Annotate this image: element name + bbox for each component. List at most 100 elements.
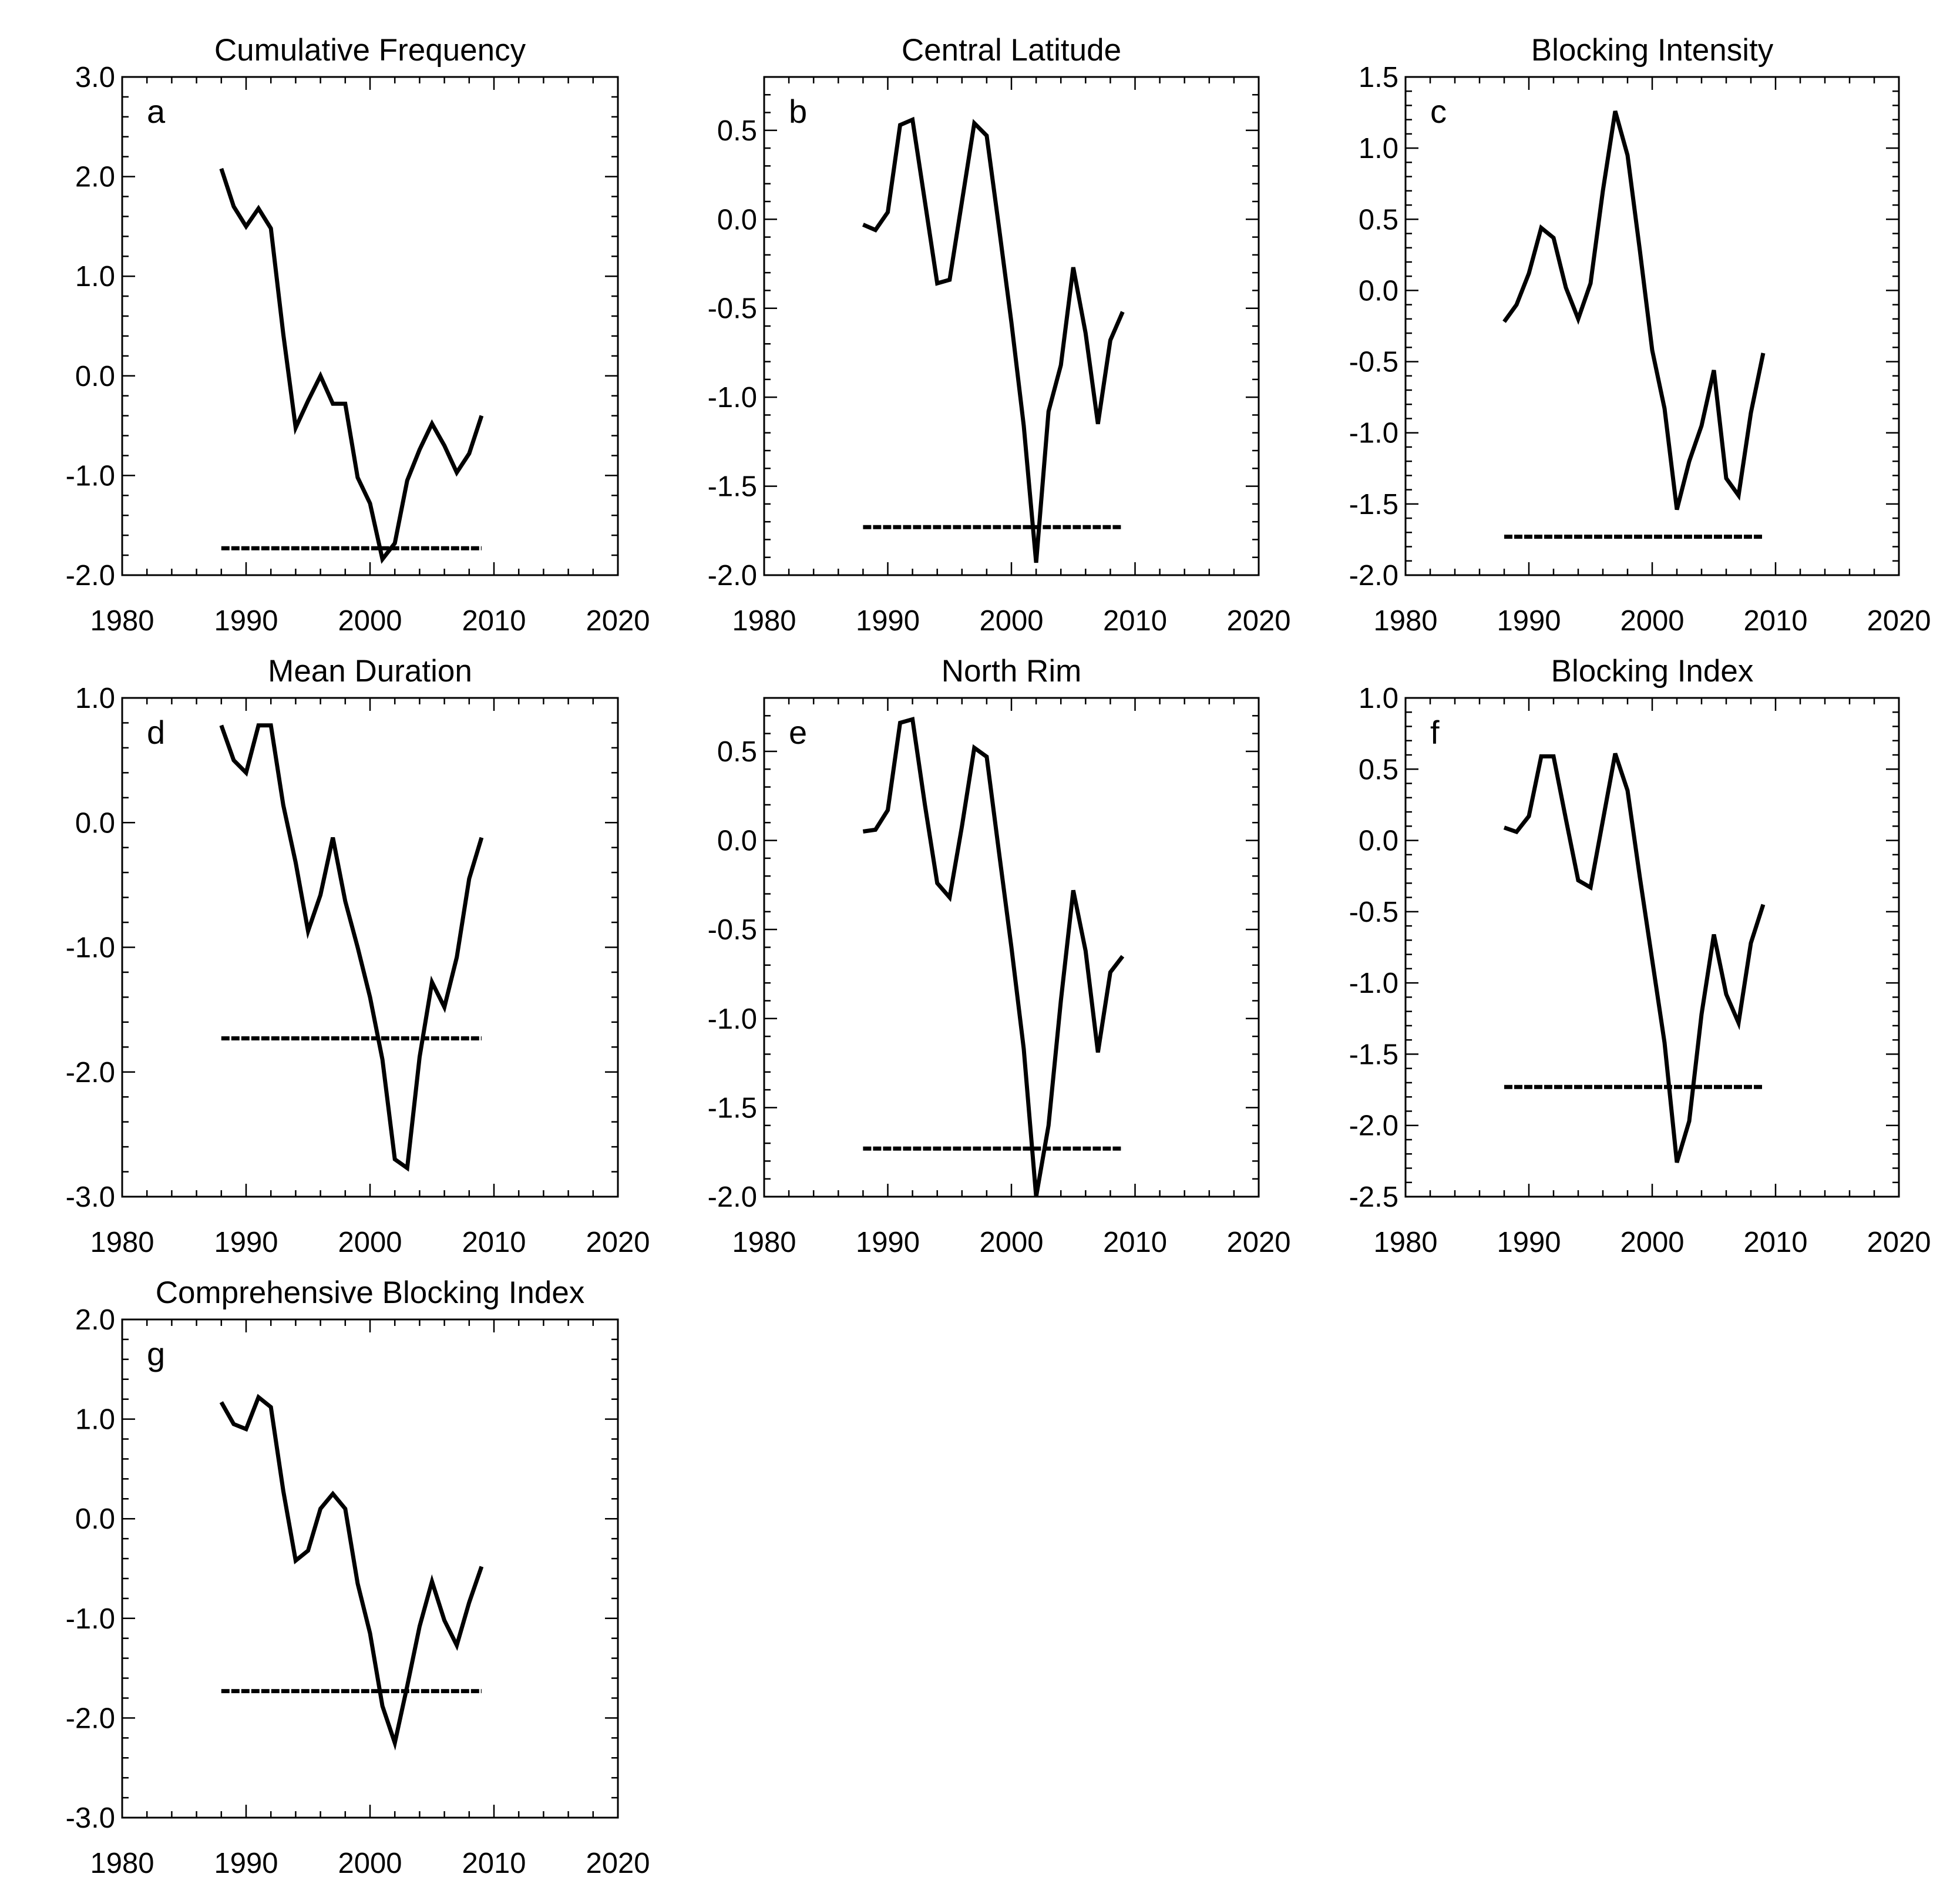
- panel-letter: b: [789, 93, 807, 130]
- y-tick-label: 3.0: [75, 62, 115, 93]
- panel-title: Blocking Index: [1551, 654, 1754, 689]
- x-tick-label: 1990: [856, 605, 920, 637]
- y-tick-label: -1.0: [66, 460, 115, 492]
- y-tick-label: -2.0: [66, 560, 115, 592]
- panel-title: Comprehensive Blocking Index: [156, 1275, 585, 1310]
- panel-e: 1980 1990 2000 2010 2020 -2.0 -1.5 -1.0 -0.5 0.0 0…: [708, 654, 1291, 1258]
- x-tick-label: 2010: [1743, 1227, 1807, 1258]
- y-tick-label: -1.5: [1349, 1039, 1398, 1070]
- panel-title: North Rim: [942, 654, 1082, 689]
- y-tick-label: -2.0: [66, 1702, 115, 1734]
- panel-letter: f: [1430, 714, 1440, 751]
- series-line: [219, 1393, 484, 1751]
- panel-letter: d: [147, 714, 165, 751]
- x-tick-label: 2000: [1620, 1227, 1684, 1258]
- series-line: [1503, 753, 1766, 1163]
- y-tick-label: -0.5: [1349, 347, 1398, 378]
- y-tick-label: -1.0: [1349, 968, 1398, 999]
- x-tick-label: 1990: [214, 1848, 278, 1879]
- y-tick-label: 0.0: [75, 1503, 115, 1535]
- x-tick-label: 2020: [1867, 1227, 1931, 1258]
- x-tick-label: 2010: [1103, 1227, 1167, 1258]
- y-tick-label: 0.5: [1359, 204, 1398, 236]
- y-tick-label: -2.0: [1349, 1110, 1398, 1142]
- x-tick-label: 2020: [1226, 605, 1290, 637]
- x-tick-label: 2020: [586, 1227, 650, 1258]
- x-tick-label: 2010: [462, 1227, 526, 1258]
- y-tick-label: 1.0: [1359, 133, 1398, 164]
- x-tick-label: 1980: [1373, 605, 1437, 637]
- y-tick-label: -2.0: [708, 1181, 757, 1213]
- panel-c: 1980 1990 2000 2010 2020 -2.0 -1.5 -1.0 -0.5 0.0 0…: [1349, 33, 1931, 637]
- x-tick-label: 1980: [90, 1848, 154, 1879]
- x-tick-label: 2020: [1226, 1227, 1290, 1258]
- x-tick-label: 2000: [338, 1848, 402, 1879]
- panel-g: 1980 1990 2000 2010 2020 -3.0 -2.0 -1.0 0.0 1.0 2.…: [66, 1275, 650, 1879]
- y-tick-label: -1.5: [1349, 489, 1398, 521]
- plot-frame: [121, 697, 619, 1198]
- x-tick-label: 1990: [214, 605, 278, 637]
- x-tick-label: 1990: [856, 1227, 920, 1258]
- panel-b: 1980 1990 2000 2010 2020 -2.0 -1.5 -1.0 -0.5 0.0 0…: [708, 33, 1291, 637]
- y-tick-label: 1.0: [1359, 683, 1398, 714]
- y-tick-label: 1.0: [75, 683, 115, 714]
- x-tick-label: 2010: [1103, 605, 1167, 637]
- y-tick-label: 1.5: [1359, 62, 1398, 93]
- x-tick-label: 2000: [338, 1227, 402, 1258]
- plot-frame: [1404, 76, 1900, 576]
- panel-title: Blocking Intensity: [1531, 33, 1774, 68]
- y-tick-label: -1.0: [1349, 418, 1398, 449]
- y-tick-label: -2.0: [1349, 560, 1398, 592]
- y-tick-label: -1.0: [66, 932, 115, 964]
- y-tick-label: -3.0: [66, 1802, 115, 1834]
- y-tick-label: 0.0: [75, 807, 115, 839]
- x-tick-label: 1980: [1373, 1227, 1437, 1258]
- panel-title: Cumulative Frequency: [214, 33, 526, 68]
- x-tick-label: 2000: [979, 605, 1043, 637]
- panel-title: Mean Duration: [268, 654, 472, 689]
- x-tick-label: 2010: [462, 605, 526, 637]
- x-tick-label: 1980: [732, 1227, 796, 1258]
- y-tick-label: -0.5: [708, 914, 757, 946]
- plot-frame: [121, 1318, 619, 1819]
- y-tick-label: 1.0: [75, 1404, 115, 1436]
- panel-title: Central Latitude: [902, 33, 1121, 68]
- panel-letter: c: [1430, 93, 1447, 130]
- x-tick-label: 1980: [90, 1227, 154, 1258]
- y-tick-label: -0.5: [1349, 896, 1398, 928]
- panel-letter: e: [789, 714, 807, 751]
- series-line: [219, 723, 484, 1172]
- y-tick-label: 2.0: [75, 162, 115, 193]
- y-tick-label: 0.0: [1359, 275, 1398, 307]
- x-tick-label: 1990: [214, 1227, 278, 1258]
- panel-f: 1980 1990 2000 2010 2020 -2.5 -2.0 -1.5 -1.0 -0.5…: [1349, 654, 1931, 1258]
- series-line: [219, 167, 484, 564]
- x-tick-label: 1980: [732, 605, 796, 637]
- x-tick-label: 1990: [1497, 1227, 1561, 1258]
- y-tick-label: -0.5: [708, 293, 757, 325]
- y-tick-label: 2.0: [75, 1304, 115, 1336]
- panel-letter: a: [147, 93, 166, 130]
- y-tick-label: 0.0: [75, 361, 115, 392]
- x-tick-label: 2020: [586, 1848, 650, 1879]
- series-line: [862, 116, 1125, 563]
- y-tick-label: 0.0: [717, 204, 757, 236]
- x-tick-label: 2000: [979, 1227, 1043, 1258]
- y-tick-label: -1.0: [708, 382, 757, 414]
- panel-letter: g: [147, 1335, 165, 1372]
- y-tick-label: 0.5: [1359, 754, 1398, 785]
- y-tick-label: 0.0: [717, 825, 757, 857]
- panel-d: 1980 1990 2000 2010 2020 -3.0 -2.0 -1.0 0.0 1.0 Me…: [66, 654, 650, 1258]
- y-tick-label: -1.5: [708, 471, 757, 503]
- x-tick-label: 2010: [462, 1848, 526, 1879]
- y-tick-label: -2.0: [708, 560, 757, 592]
- panel-a: 1980 1990 2000 2010 2020 -2.0 -1.0 0.0 1.0 2.0 3.0…: [66, 33, 650, 637]
- x-tick-label: 2020: [586, 605, 650, 637]
- y-tick-label: 0.5: [717, 736, 757, 768]
- y-tick-label: 0.5: [717, 115, 757, 147]
- y-tick-label: -1.0: [66, 1603, 115, 1635]
- x-tick-label: 2020: [1867, 605, 1931, 637]
- y-tick-label: -1.5: [708, 1092, 757, 1124]
- series-line: [862, 716, 1125, 1197]
